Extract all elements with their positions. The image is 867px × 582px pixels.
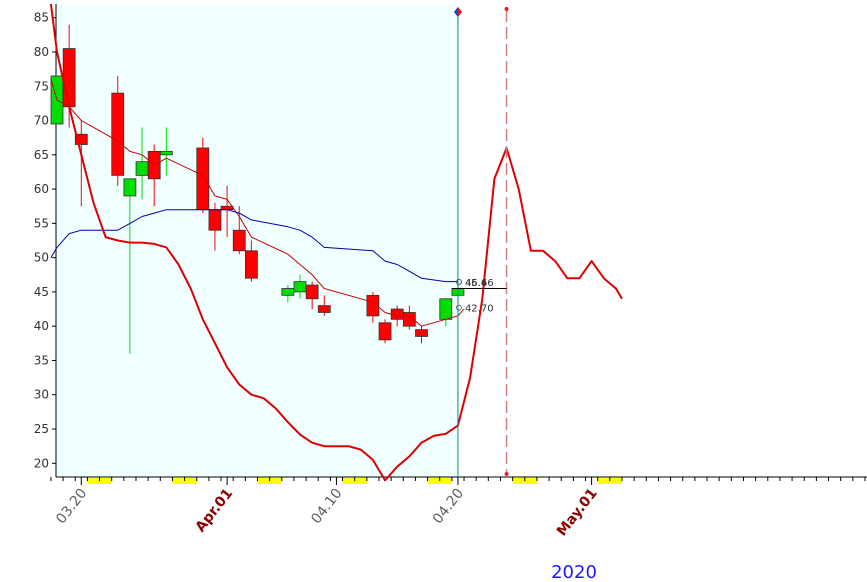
y-tick-label: 20 (34, 456, 49, 470)
candle-body (281, 288, 295, 296)
y-tick-label: 60 (34, 182, 49, 196)
y-tick-label: 65 (34, 148, 49, 162)
candle-body (159, 150, 173, 156)
indicator-line-2 (50, 209, 458, 283)
candle-body (62, 48, 76, 108)
candle-body (220, 205, 234, 211)
y-tick-label: 50 (34, 251, 49, 265)
year-label: 2020 (551, 562, 597, 582)
value-label: 45.6 (465, 278, 487, 289)
candle-body (390, 308, 404, 320)
candlesticks (50, 24, 465, 354)
y-tick-label: 45 (34, 285, 49, 299)
candle-body (208, 209, 222, 231)
candle-body (439, 298, 453, 320)
y-tick-label: 80 (34, 45, 49, 59)
value-marker (456, 279, 462, 285)
y-tick-label: 40 (34, 319, 49, 333)
candle-body (74, 133, 88, 145)
future-date-dot-bottom (504, 472, 509, 476)
future-date-dot-top (504, 7, 509, 11)
candle-body (366, 294, 380, 317)
candle-body (232, 229, 246, 252)
y-tick-label: 25 (34, 422, 49, 436)
indicator-line-1 (50, 79, 465, 327)
forecast-area (457, 4, 867, 477)
cursor-diamond-half (457, 7, 462, 17)
y-tick-label: 30 (34, 388, 49, 402)
y-axis-ticks: 20 25 30 35 40 45 50 55 60 65 70 75 80 85 (34, 11, 56, 470)
y-tick-label: 35 (34, 353, 49, 367)
y-tick-label: 75 (34, 79, 49, 93)
y-tick-label: 70 (34, 114, 49, 128)
candle-body (378, 322, 392, 341)
candle-body (196, 147, 210, 211)
y-tick-label: 55 (34, 216, 49, 230)
candle-body (111, 92, 125, 176)
candle-body (415, 329, 428, 337)
value-marker (456, 304, 462, 311)
value-label: 42.70 (465, 304, 494, 315)
indicator-lines (49, 3, 623, 482)
candle-body (123, 178, 137, 197)
candle-body (293, 281, 307, 293)
y-tick-label: 85 (34, 11, 49, 25)
candle-body (244, 250, 258, 279)
candle-body (305, 284, 319, 300)
indicator-line-3 (49, 3, 623, 482)
candle-body (135, 161, 149, 176)
candle-body (317, 305, 331, 313)
value-label: 46.46 (465, 278, 494, 289)
